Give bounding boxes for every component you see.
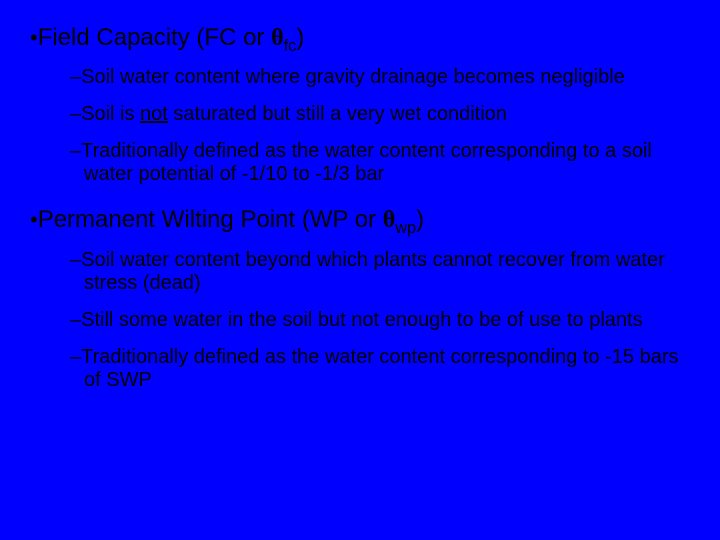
wp-sub-item: –Soil water content beyond which plants …	[70, 249, 690, 295]
wp-sub-item: –Traditionally defined as the water cont…	[70, 346, 690, 392]
wp-title-suffix: )	[416, 206, 424, 233]
fc-sub1-text: Soil water content where gravity drainag…	[81, 66, 625, 88]
fc-sub-item: –Soil is not saturated but still a very …	[70, 103, 690, 126]
theta-symbol: θ	[271, 25, 284, 51]
field-capacity-heading: •Field Capacity (FC or θfc)	[30, 24, 690, 56]
wp-title-prefix: Permanent Wilting Point (WP or	[38, 206, 383, 233]
theta-subscript: wp	[395, 219, 416, 237]
fc-sub3-text: Traditionally defined as the water conte…	[81, 140, 652, 185]
wp-sub-item: –Still some water in the soil but not en…	[70, 309, 690, 332]
fc-sub2a-text: Soil is	[81, 103, 140, 125]
wp-sub3-text: Traditionally defined as the water conte…	[81, 346, 678, 391]
theta-subscript: fc	[284, 37, 297, 55]
fc-sub2-not: not	[140, 103, 168, 125]
theta-symbol: θ	[383, 207, 396, 233]
wp-sub2-text: Still some water in the soil but not eno…	[81, 309, 642, 331]
wilting-point-heading: •Permanent Wilting Point (WP or θwp)	[30, 206, 690, 238]
bullet-dot-icon: •	[30, 25, 38, 50]
fc-sub-item: –Traditionally defined as the water cont…	[70, 140, 690, 186]
bullet-dot-icon: •	[30, 207, 38, 232]
wp-sub1-text: Soil water content beyond which plants c…	[81, 249, 665, 294]
fc-sub-item: –Soil water content where gravity draina…	[70, 66, 690, 89]
fc-sub2b-text: saturated but still a very wet condition	[168, 103, 507, 125]
fc-title-prefix: Field Capacity (FC or	[38, 24, 271, 51]
fc-title-suffix: )	[296, 24, 304, 51]
